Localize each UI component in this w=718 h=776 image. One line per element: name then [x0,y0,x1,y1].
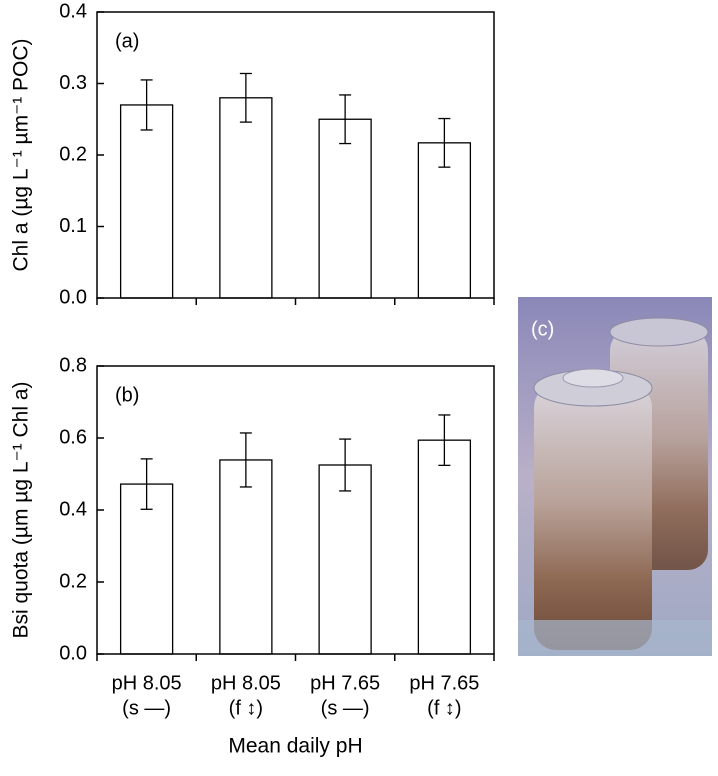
x-tick-label: pH 8.05 [112,672,182,694]
bar [417,142,472,299]
y-tick-label: 0.0 [59,642,87,664]
y-tick-label: 0.1 [59,215,87,237]
x-axis-label: Mean daily pH [228,735,362,758]
y-tick-label: 0.2 [59,143,87,165]
x-tick-label: (f ↕) [427,697,461,719]
y-tick-label: 0.2 [59,570,87,592]
y-tick-label: 0.8 [59,354,87,376]
error-bar [239,432,252,488]
plot-frame [96,365,495,655]
bar [219,97,273,299]
y-axis-label: Chl a (µg L⁻¹ µm⁻¹ POC) [10,38,33,271]
photo: (c) [518,297,712,656]
bar [219,459,273,655]
y-tick-label: 0.6 [59,426,87,448]
x-tick-label: (s —) [321,697,370,719]
plot-frame [96,11,495,299]
error-bar [140,458,153,510]
panel-label: (b) [115,384,139,406]
x-tick-label: pH 8.05 [211,672,281,694]
panel-label: (a) [115,30,139,52]
x-tick-label: pH 7.65 [409,672,479,694]
error-bar [140,79,153,131]
x-tick-label: (f ↕) [229,697,263,719]
error-bar [438,117,451,168]
error-bar [438,414,451,467]
y-tick-label: 0.3 [59,72,87,94]
y-axis-label: Bsi quota (µm µg L⁻¹ Chl a) [10,381,33,638]
bar [318,118,372,299]
panel-label: (c) [531,318,554,340]
y-tick-label: 0.0 [59,286,87,308]
bar [318,464,372,655]
bar [119,104,174,299]
x-tick-label: pH 7.65 [310,672,380,694]
y-tick-label: 0.4 [59,0,87,22]
y-tick-label: 0.4 [59,498,87,520]
error-bar [239,72,252,123]
error-bar [339,438,352,492]
bar [119,483,174,655]
bar [417,439,472,655]
x-tick-label: (s —) [122,697,171,719]
error-bar [339,94,352,145]
